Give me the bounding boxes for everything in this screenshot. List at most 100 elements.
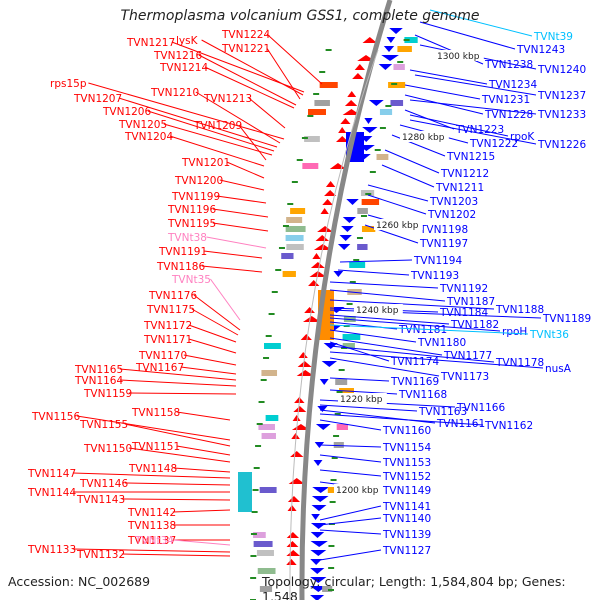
gene-block	[264, 343, 281, 349]
label-leader-line	[266, 47, 301, 100]
gene-label: TVN1184	[439, 307, 488, 319]
label-leader-line	[329, 337, 443, 356]
reverse-strand-arrow	[312, 487, 330, 493]
label-leader-line	[119, 368, 237, 381]
label-leader-line	[248, 97, 286, 129]
gene-label: TVN1160	[382, 425, 431, 437]
gene-block	[259, 487, 277, 493]
forward-strand-arrow	[287, 496, 301, 502]
gene-block	[342, 343, 355, 349]
label-leader-line	[219, 179, 265, 191]
gene-label: TVN1178	[495, 357, 544, 369]
gene-block	[308, 109, 326, 115]
gene-block	[404, 37, 418, 43]
gene-block	[285, 226, 306, 232]
kbp-label: 1260 kbp	[376, 221, 419, 231]
tick-layer	[250, 39, 410, 600]
label-leader-line	[329, 324, 529, 335]
gene-label: TVN1133	[27, 544, 76, 556]
label-leader-line	[176, 445, 231, 456]
label-leader-line	[72, 548, 231, 553]
gene-label: TVN1238	[484, 59, 533, 71]
label-leader-line	[319, 419, 382, 431]
label-leader-line	[414, 74, 537, 96]
gene-label: TVN1197	[419, 238, 468, 250]
label-leader-line	[128, 447, 231, 463]
kbp-label-bg	[338, 393, 387, 404]
gene-label: TVN1176	[148, 290, 197, 302]
label-leader-line	[319, 454, 382, 463]
gene-block	[282, 271, 296, 277]
gene-label: TVN1149	[382, 485, 431, 497]
gene-label: TVN1211	[435, 182, 484, 194]
gene-label: TVN1234	[488, 79, 537, 91]
gene-label: TVN1214	[159, 62, 208, 74]
reverse-strand-arrow	[383, 46, 395, 52]
forward-strand-arrow	[342, 109, 361, 115]
gene-label: TVN1158	[131, 407, 180, 419]
label-leader-line	[163, 123, 273, 156]
gene-block	[258, 424, 275, 430]
gene-block	[349, 262, 366, 268]
gene-block	[390, 100, 404, 106]
gene-label: TVN1153	[382, 457, 431, 469]
forward-strand-arrow	[362, 37, 378, 43]
gene-label: TVN1166	[456, 402, 505, 414]
gene-label: TVN1204	[124, 131, 173, 143]
gene-block	[342, 334, 361, 340]
gene-block	[253, 532, 266, 538]
forward-strand-arrow	[324, 190, 337, 196]
label-leader-line	[319, 517, 382, 526]
label-leader-line	[404, 84, 481, 100]
label-leader-line	[409, 99, 537, 115]
label-leader-line	[409, 114, 509, 137]
gene-label: rps15p	[50, 78, 87, 90]
kbp-label: 1200 kbp	[336, 486, 379, 496]
gene-label: TVN1237	[537, 90, 586, 102]
reverse-strand-arrow	[378, 64, 393, 70]
forward-strand-arrow	[296, 370, 314, 376]
accession-text: Accession: NC_002689	[8, 574, 151, 589]
gene-label: TVN1180	[417, 337, 466, 349]
gene-label: TVN1192	[439, 283, 488, 295]
gene-block	[376, 154, 389, 160]
label-leader-line	[169, 135, 265, 167]
gene-block	[379, 109, 393, 115]
label-leader-line	[419, 21, 516, 50]
gene-block	[357, 244, 368, 250]
reverse-strand-arrow	[368, 100, 384, 106]
reverse-strand-arrow	[313, 460, 323, 466]
gene-label: TVN1207	[73, 93, 122, 105]
gene-label: TVN1186	[156, 261, 205, 273]
gene-label: TVN1142	[127, 507, 176, 519]
gene-label: TVN1139	[382, 529, 431, 541]
label-leader-line	[124, 482, 231, 486]
label-leader-line	[147, 110, 275, 152]
forward-strand-arrow	[286, 550, 301, 556]
forward-strand-arrow	[286, 559, 297, 565]
gene-label: TVN1156	[31, 411, 80, 423]
gene-label: lysK	[176, 35, 199, 47]
gene-label: TVN1175	[146, 304, 195, 316]
reverse-strand-arrow	[342, 217, 357, 223]
gene-block	[256, 550, 274, 556]
gene-label: TVN1164	[74, 375, 123, 387]
label-leader-line	[329, 377, 390, 382]
label-leader-line	[206, 236, 267, 249]
label-leader-line	[173, 467, 231, 473]
reverse-strand-arrow	[317, 406, 328, 412]
label-leader-line	[266, 33, 323, 85]
gene-label: TVNt35	[171, 274, 211, 286]
gene-label: TVN1159	[83, 388, 132, 400]
forward-strand-arrow	[310, 262, 325, 268]
label-leader-line	[364, 224, 419, 244]
reverse-strand-arrow	[310, 550, 327, 556]
label-leader-line	[381, 164, 435, 188]
gene-label: TVN1172	[143, 320, 192, 332]
kbp-labels: 1300 kbp 1280 kbp 1260 kbp 1240 kbp 1220 kbp…	[334, 50, 484, 496]
gene-label: TVN1198	[419, 224, 468, 236]
gene-label: TVN1203	[429, 196, 478, 208]
gene-label: TVN1231	[481, 94, 530, 106]
